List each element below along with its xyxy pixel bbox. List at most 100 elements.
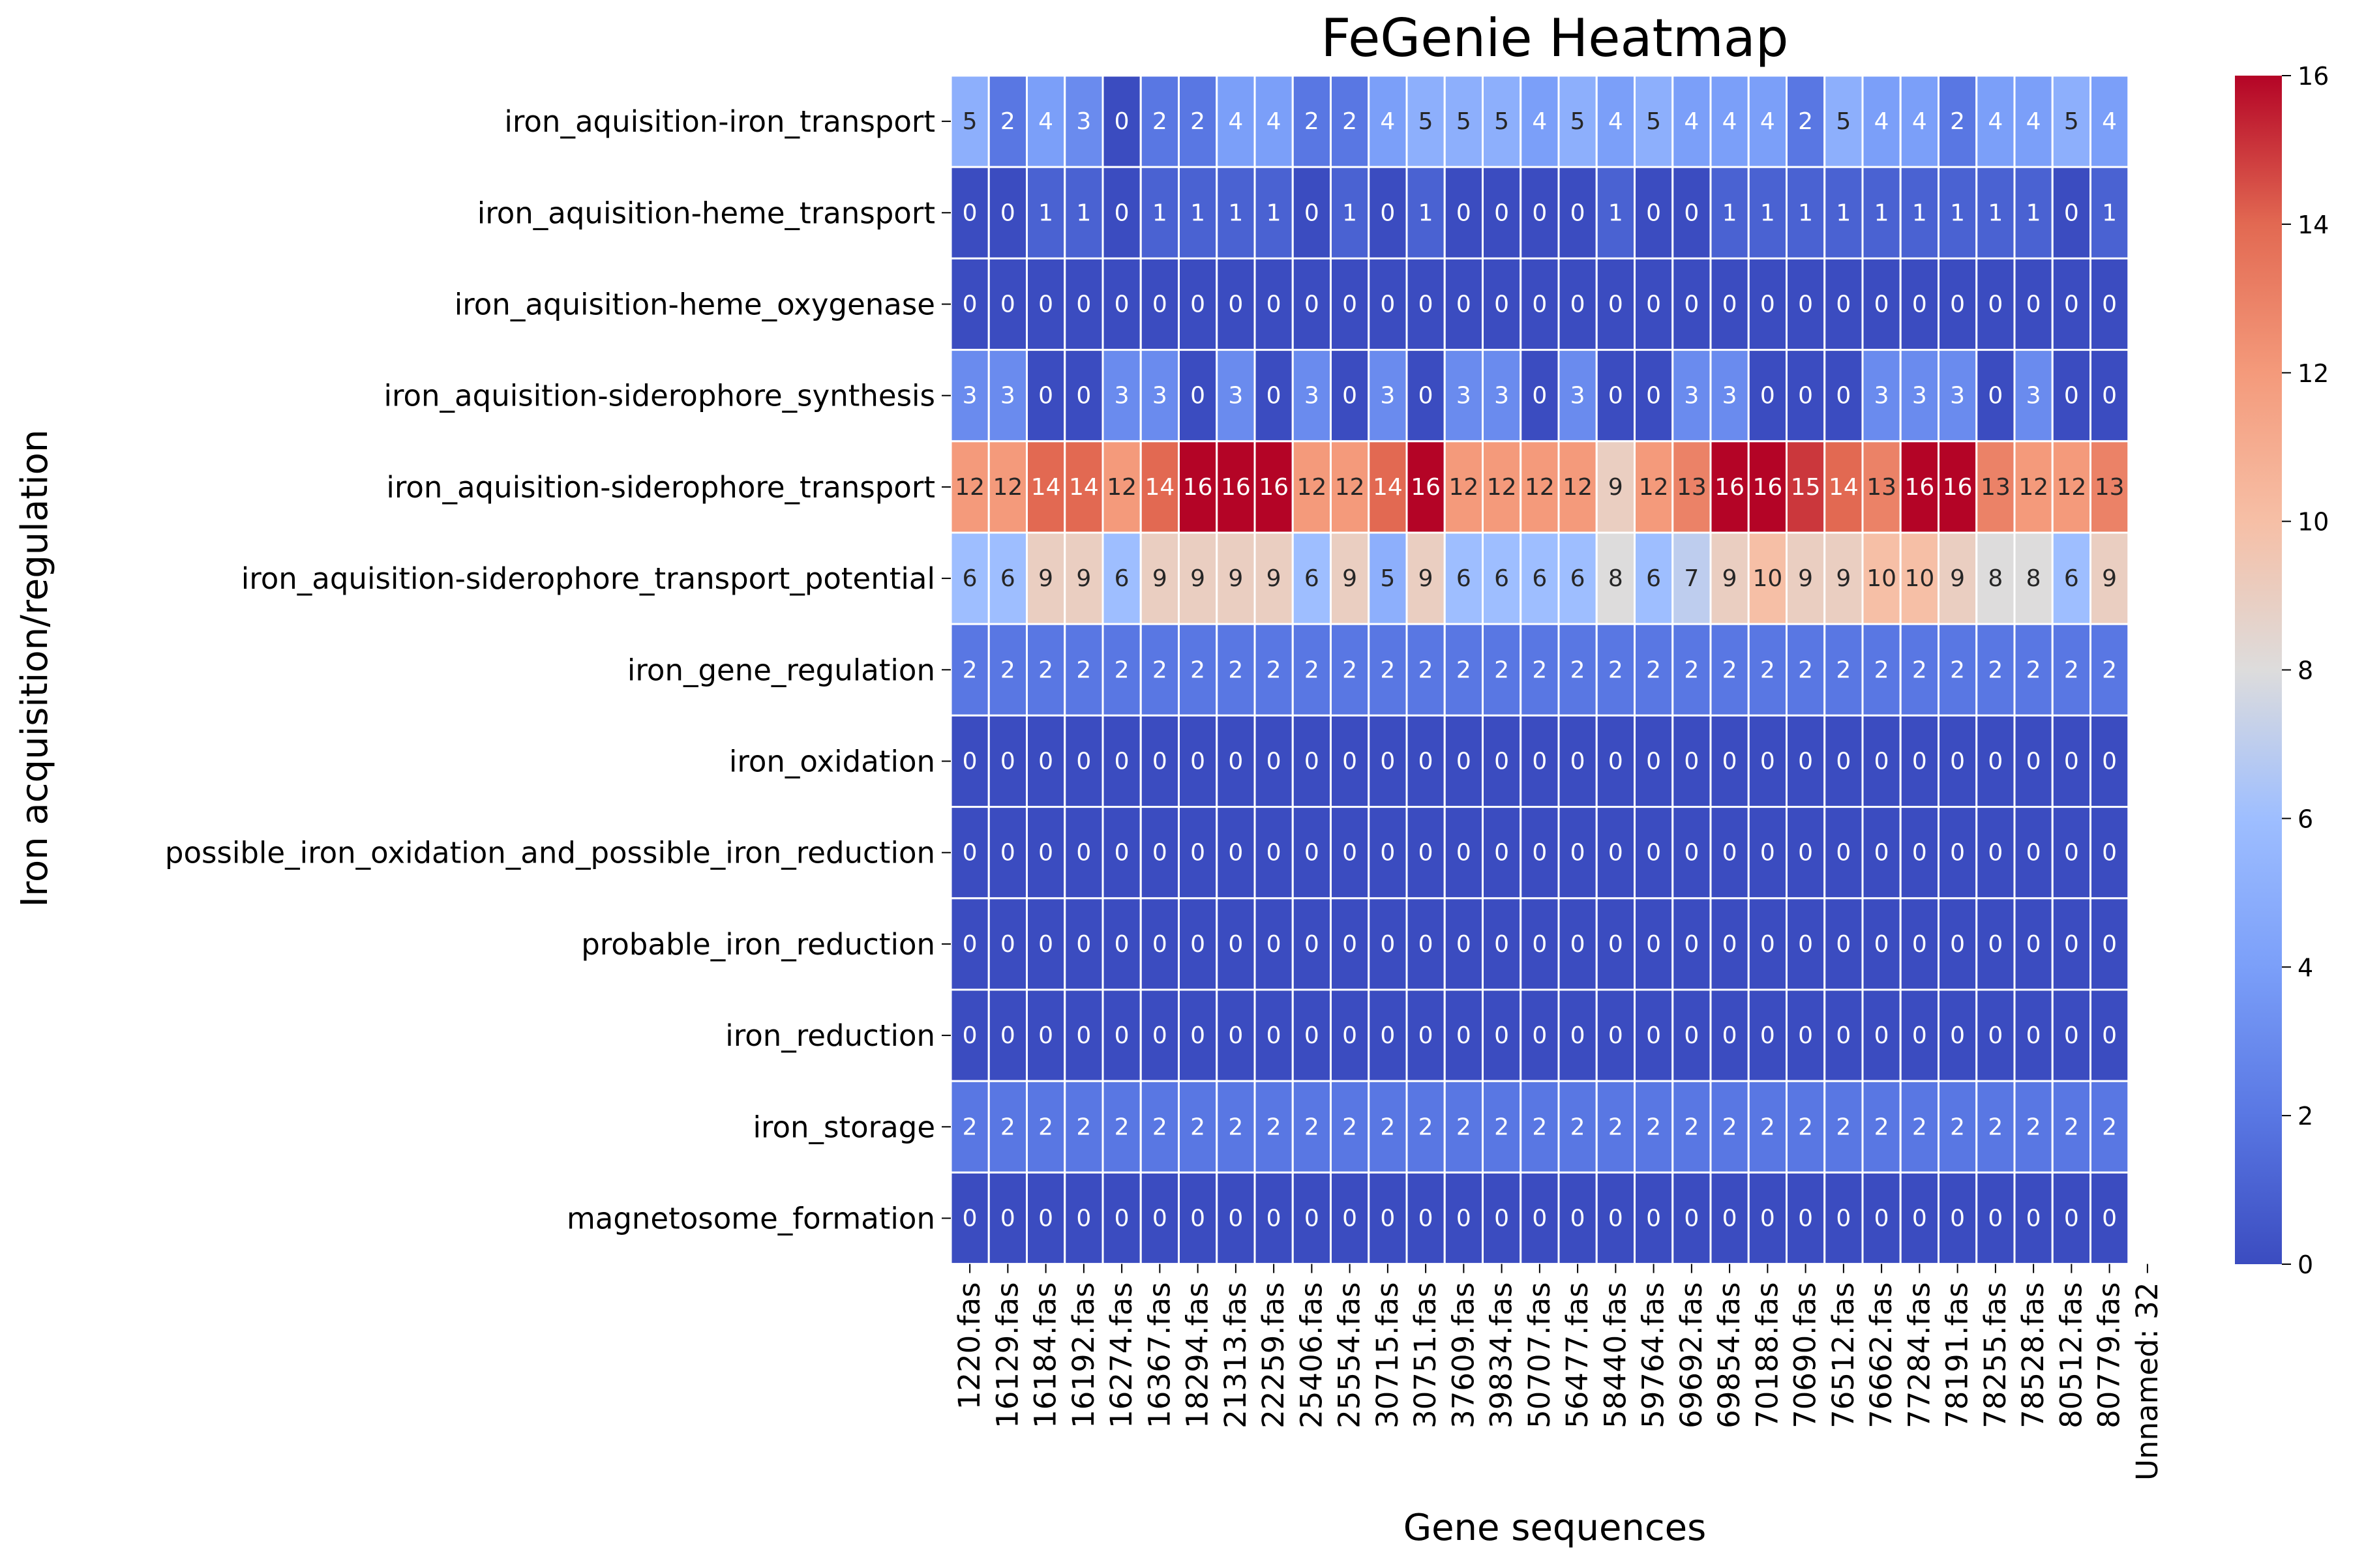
cell-value-label: 1 xyxy=(1076,200,1091,226)
cell-value-label: 0 xyxy=(1418,840,1433,866)
heatmap-cell xyxy=(1482,440,1522,534)
cell-value-label: 9 xyxy=(1418,565,1433,592)
heatmap-cell xyxy=(2089,897,2130,991)
cell-value-label: 0 xyxy=(1418,1022,1433,1049)
cell-value-label: 4 xyxy=(1266,108,1281,135)
row-label: iron_aquisition-heme_transport xyxy=(477,196,935,230)
cell-value-label: 0 xyxy=(1836,383,1851,409)
heatmap-cell xyxy=(1064,714,1104,808)
cell-value-label: 0 xyxy=(1646,291,1661,318)
cell-value-label: 0 xyxy=(1760,748,1775,775)
cell-value-label: 0 xyxy=(1380,1022,1395,1049)
cell-value-label: 2 xyxy=(1988,1114,2003,1140)
column-label: 78255.fas xyxy=(1978,1282,2013,1428)
heatmap-cell xyxy=(1368,988,1408,1082)
heatmap-cell xyxy=(1671,1171,1712,1265)
heatmap-cell xyxy=(1026,1080,1066,1174)
cell-value-label: 12 xyxy=(1563,474,1593,501)
chart-title: FeGenie Heatmap xyxy=(1321,8,1788,68)
cell-value-label: 0 xyxy=(1988,748,2003,775)
cell-value-label: 1 xyxy=(1988,200,2003,226)
heatmap-cell xyxy=(1405,623,1446,717)
heatmap-cell xyxy=(1557,257,1598,351)
heatmap-cell xyxy=(1634,440,1674,534)
cell-value-label: 5 xyxy=(1494,108,1509,135)
cell-value-label: 0 xyxy=(1228,748,1243,775)
cell-value-label: 0 xyxy=(1456,291,1471,318)
cell-value-label: 9 xyxy=(1152,565,1167,592)
cell-value-label: 0 xyxy=(1570,1022,1585,1049)
cell-value-label: 0 xyxy=(1760,931,1775,958)
column-label: 21313.fas xyxy=(1218,1282,1253,1428)
cell-value-label: 0 xyxy=(1722,1206,1737,1232)
column-labels: 1220.fas 16129.fas 16184.fas 16192.fas 16274… xyxy=(952,1264,2164,1481)
cell-value-label: 10 xyxy=(1866,565,1896,592)
heatmap-cell xyxy=(1101,623,1142,717)
cell-value-label: 1 xyxy=(1266,200,1281,226)
cell-value-label: 0 xyxy=(1266,748,1281,775)
cell-value-label: 0 xyxy=(1722,291,1737,318)
cell-value-label: 0 xyxy=(1532,200,1547,226)
row-label: probable_iron_reduction xyxy=(581,927,935,962)
heatmap-cell xyxy=(1139,166,1180,259)
heatmap-cell xyxy=(1786,440,1826,534)
cell-value-label: 14 xyxy=(1069,474,1099,501)
cell-value-label: 0 xyxy=(1266,383,1281,409)
cell-value-label: 0 xyxy=(1570,840,1585,866)
cell-value-label: 1 xyxy=(2026,200,2041,226)
heatmap-cell xyxy=(1101,897,1142,991)
cell-value-label: 0 xyxy=(1874,1206,1889,1232)
cell-value-label: 0 xyxy=(1950,291,1965,318)
cell-value-label: 4 xyxy=(1228,108,1243,135)
cell-value-label: 0 xyxy=(963,748,978,775)
cell-value-label: 1 xyxy=(1836,200,1851,226)
heatmap-cell xyxy=(1938,806,1978,900)
cell-value-label: 0 xyxy=(1532,748,1547,775)
cell-value-label: 9 xyxy=(1608,474,1623,501)
heatmap-cell xyxy=(1975,349,2016,443)
cell-value-label: 4 xyxy=(1038,108,1053,135)
column-label: 1220.fas xyxy=(952,1282,987,1410)
cell-value-label: 3 xyxy=(1152,383,1167,409)
column-label: 70188.fas xyxy=(1750,1282,1784,1428)
cell-value-label: 2 xyxy=(1266,1114,1281,1140)
cell-value-label: 2 xyxy=(1228,1114,1243,1140)
cell-value-label: 0 xyxy=(1380,931,1395,958)
cell-value-label: 0 xyxy=(1266,840,1281,866)
cell-value-label: 14 xyxy=(1373,474,1403,501)
heatmap-cell xyxy=(1747,166,1788,259)
heatmap-cell xyxy=(2013,1171,2054,1265)
heatmap-cell xyxy=(1709,897,1750,991)
cell-value-label: 1 xyxy=(2102,200,2117,226)
cell-value-label: 5 xyxy=(1570,108,1585,135)
cell-value-label: 16 xyxy=(1715,474,1745,501)
cell-value-label: 9 xyxy=(2102,565,2117,592)
cell-value-label: 0 xyxy=(1570,1206,1585,1232)
cell-value-label: 4 xyxy=(1760,108,1775,135)
heatmap-cell xyxy=(1557,897,1598,991)
cell-value-label: 0 xyxy=(1874,840,1889,866)
heatmap-cell xyxy=(1709,74,1750,168)
cell-value-label: 0 xyxy=(1608,1022,1623,1049)
cell-value-label: 3 xyxy=(1380,383,1395,409)
heatmap-cell xyxy=(1634,1080,1674,1174)
heatmap-cell xyxy=(2089,440,2130,534)
colorbar-tick-label: 2 xyxy=(2298,1102,2313,1131)
cell-value-label: 2 xyxy=(1836,1114,1851,1140)
cell-value-label: 9 xyxy=(1836,565,1851,592)
cell-value-label: 13 xyxy=(1981,474,2011,501)
cell-value-label: 6 xyxy=(1000,565,1015,592)
cell-value-label: 4 xyxy=(1380,108,1395,135)
cell-value-label: 0 xyxy=(1646,383,1661,409)
heatmap-cell xyxy=(1101,349,1142,443)
heatmap-cell xyxy=(1595,988,1636,1082)
cell-value-label: 0 xyxy=(1000,200,1015,226)
cell-value-label: 9 xyxy=(1038,565,1053,592)
cell-value-label: 0 xyxy=(1836,1206,1851,1232)
cell-value-label: 2 xyxy=(1760,657,1775,683)
heatmap-cell xyxy=(1064,806,1104,900)
cell-value-label: 4 xyxy=(1608,108,1623,135)
heatmap-cell xyxy=(1216,806,1256,900)
column-label: 16274.fas xyxy=(1104,1282,1139,1428)
cell-value-label: 0 xyxy=(963,200,978,226)
